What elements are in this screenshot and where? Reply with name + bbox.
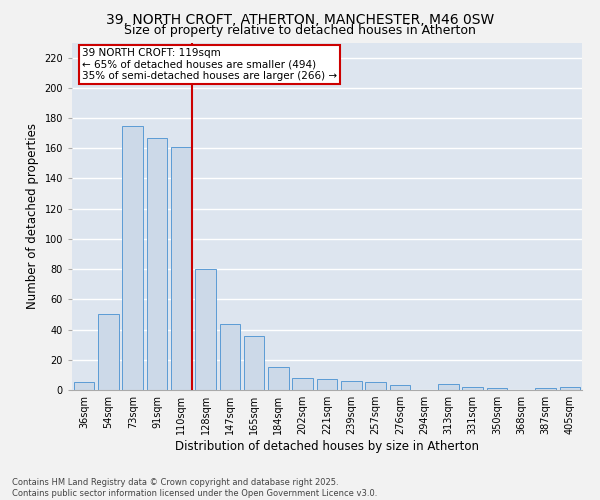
Bar [341,381,362,390]
Bar [171,147,191,390]
Bar [535,388,556,390]
X-axis label: Distribution of detached houses by size in Atherton: Distribution of detached houses by size … [175,440,479,453]
Bar [146,138,167,390]
Bar [487,388,508,390]
Bar [292,378,313,390]
Y-axis label: Number of detached properties: Number of detached properties [26,123,39,309]
Bar [389,386,410,390]
Bar [438,384,459,390]
Bar [98,314,119,390]
Bar [365,382,386,390]
Text: 39, NORTH CROFT, ATHERTON, MANCHESTER, M46 0SW: 39, NORTH CROFT, ATHERTON, MANCHESTER, M… [106,12,494,26]
Bar [244,336,265,390]
Bar [122,126,143,390]
Text: Size of property relative to detached houses in Atherton: Size of property relative to detached ho… [124,24,476,37]
Bar [463,387,483,390]
Bar [195,269,216,390]
Text: Contains HM Land Registry data © Crown copyright and database right 2025.
Contai: Contains HM Land Registry data © Crown c… [12,478,377,498]
Bar [560,387,580,390]
Bar [220,324,240,390]
Bar [268,368,289,390]
Bar [74,382,94,390]
Bar [317,380,337,390]
Text: 39 NORTH CROFT: 119sqm
← 65% of detached houses are smaller (494)
35% of semi-de: 39 NORTH CROFT: 119sqm ← 65% of detached… [82,48,337,81]
